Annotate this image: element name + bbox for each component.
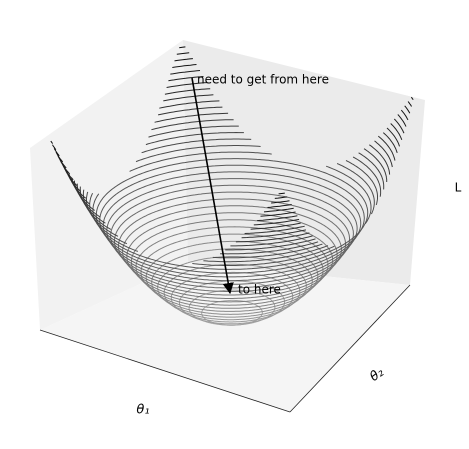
contour-line [178,280,286,325]
floor-pane [40,262,410,412]
contour-line [53,58,411,204]
contour-line [122,205,342,296]
contour-line [52,52,412,199]
contour-line [73,112,391,243]
contour-line [86,138,378,259]
contour-line [126,212,338,299]
contour-line [145,240,319,312]
contour-line [71,106,393,239]
contour-line [50,46,414,195]
x-axis-label: θ₁ [136,403,149,418]
contour-line [157,256,307,318]
annotation: need to get from here [197,73,329,87]
z-axis-label: L [455,181,462,195]
annotation: to here [238,283,281,297]
contour-line [76,119,388,247]
contour-line [95,158,369,270]
arrow [191,77,234,295]
contour-line [66,94,398,230]
x-axis-line [39,329,291,413]
contour-line [79,125,385,251]
contour-line [99,164,365,274]
contour-line [57,70,407,213]
contours [50,46,414,326]
contour-line [89,145,375,263]
contour-line [106,178,358,282]
y-axis-line [289,284,411,413]
contour-line [92,151,372,266]
contour-line [102,171,362,278]
contour-line [170,271,294,323]
contour-line [82,131,382,255]
y-axis-label: θ₂ [367,365,386,385]
contour-line [59,76,405,217]
contour-line [68,100,396,234]
contour-line [64,88,400,226]
contour-line [61,82,403,222]
contour-line [130,219,334,303]
contour-line [55,64,409,208]
contour-line [135,226,329,306]
